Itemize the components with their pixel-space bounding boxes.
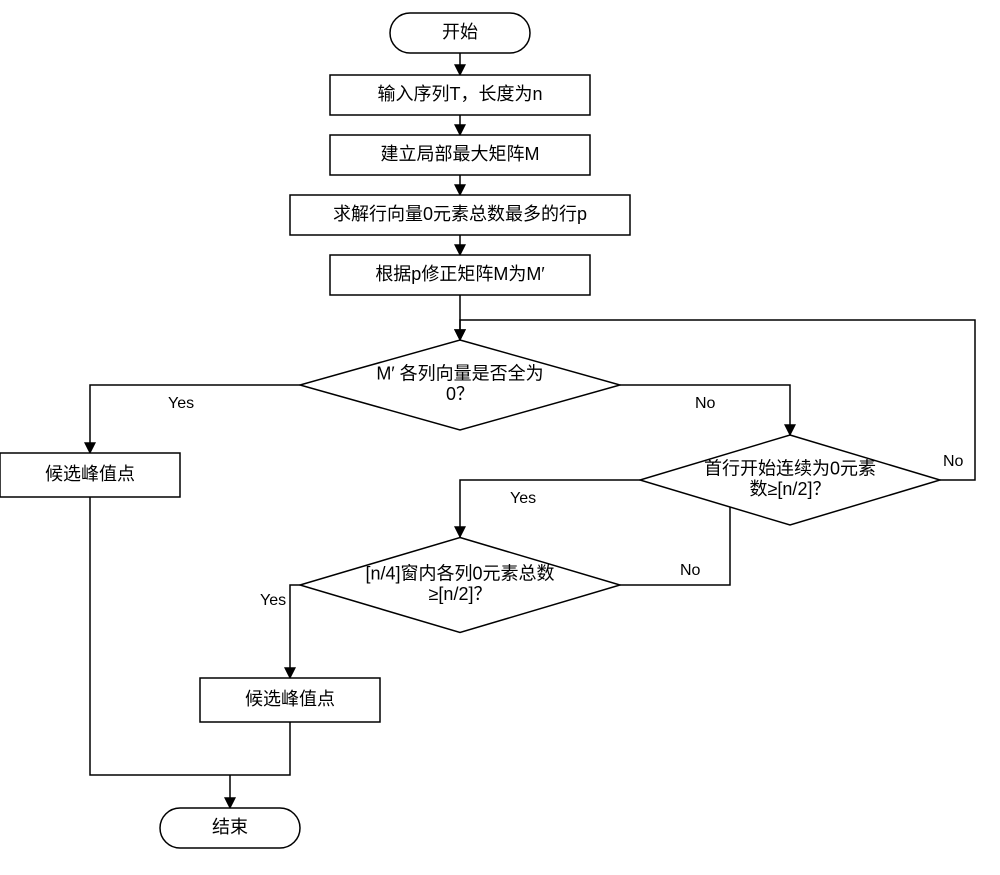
- node-label: ≥[n/2]？: [429, 584, 492, 604]
- edge-label: No: [680, 562, 701, 579]
- node-label: 首行开始连续为0元素: [704, 458, 876, 478]
- node-label: [n/4]窗内各列0元素总数: [365, 563, 554, 583]
- node-n_solve: 求解行向量0元素总数最多的行p: [290, 195, 630, 235]
- node-label: 求解行向量0元素总数最多的行p: [333, 204, 587, 224]
- edge-label: Yes: [168, 395, 194, 412]
- node-n_input: 输入序列T，长度为n: [330, 75, 590, 115]
- node-n_corr: 根据p修正矩阵M为M′: [330, 255, 590, 295]
- edge-label: Yes: [510, 490, 536, 507]
- node-end: 结束: [160, 808, 300, 848]
- node-label: M′ 各列向量是否全为: [376, 363, 543, 383]
- node-d1: M′ 各列向量是否全为0？: [300, 340, 620, 430]
- nodes: 开始输入序列T，长度为n 建立局部最大矩阵M 求解行向量0元素总数最多的行p 根据p修…: [0, 13, 940, 848]
- node-label: 候选峰值点: [245, 689, 335, 709]
- node-label: 输入序列T，长度为n: [377, 84, 542, 104]
- edge-label: No: [943, 453, 964, 470]
- edge: [460, 480, 640, 537]
- node-start: 开始: [390, 13, 530, 53]
- node-label: 候选峰值点: [45, 464, 135, 484]
- edge: [90, 385, 300, 453]
- edge-label: No: [695, 395, 716, 412]
- node-label: 数≥[n/2]？: [750, 479, 831, 499]
- node-cand2: 候选峰值点: [200, 678, 380, 722]
- node-label: 结束: [212, 817, 248, 837]
- node-label: 0？: [446, 384, 474, 404]
- node-cand1: 候选峰值点: [0, 453, 180, 497]
- node-label: 建立局部最大矩阵M: [381, 144, 540, 164]
- node-d2: 首行开始连续为0元素数≥[n/2]？: [640, 435, 940, 525]
- node-label: 开始: [442, 22, 478, 42]
- edge: [230, 722, 290, 775]
- edge: [90, 497, 230, 775]
- node-n_build: 建立局部最大矩阵M: [330, 135, 590, 175]
- node-d3: [n/4]窗内各列0元素总数≥[n/2]？: [300, 538, 620, 633]
- edge: [290, 585, 300, 678]
- edge-label: Yes: [260, 592, 286, 609]
- node-label: 根据p修正矩阵M为M′: [375, 264, 545, 284]
